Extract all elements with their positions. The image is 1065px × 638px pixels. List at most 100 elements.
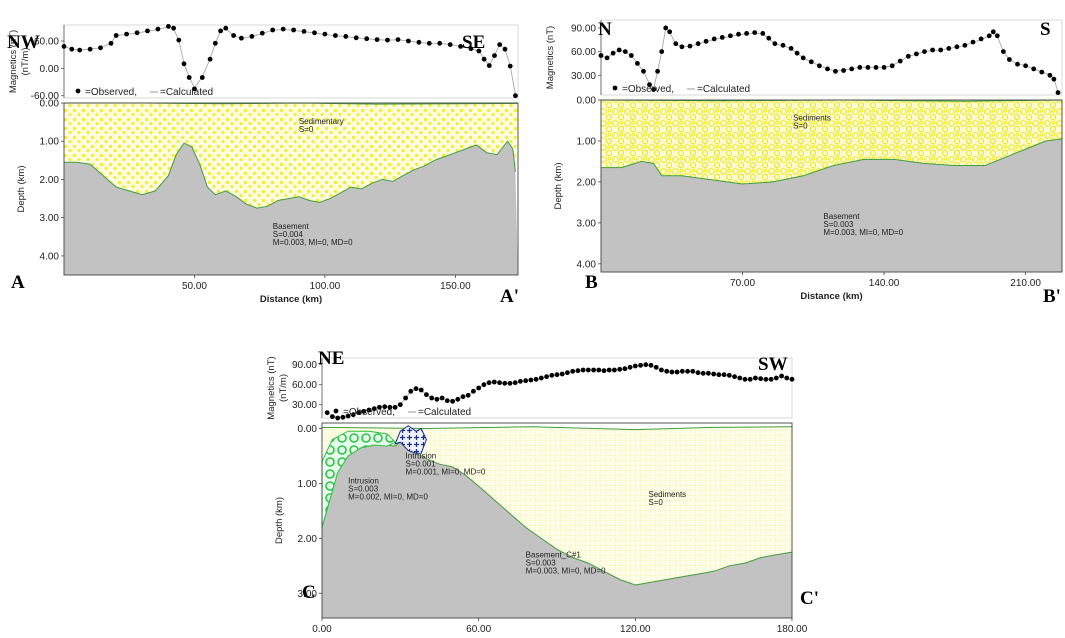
observed-point — [616, 47, 622, 53]
depth-tick-label: 0.00 — [298, 424, 318, 435]
observed-point — [641, 68, 646, 74]
observed-point — [773, 375, 779, 381]
mag-frame — [63, 24, 519, 99]
observed-point — [507, 380, 513, 386]
observed-point — [596, 367, 602, 373]
observed-point — [978, 36, 984, 42]
observed-point — [674, 369, 680, 375]
observed-point — [752, 30, 758, 35]
observed-point — [570, 368, 576, 374]
distance-tick-label: 120.00 — [620, 624, 651, 635]
body-susceptibility: S=0 — [793, 121, 808, 130]
body-params: M=0.002, MI=0, MD=0 — [348, 492, 428, 501]
mag-frame — [600, 19, 1063, 96]
mag-ylabel: Magnetics (nT) — [266, 356, 277, 419]
observed-point — [186, 75, 192, 80]
observed-point — [728, 33, 733, 39]
observed-point — [439, 395, 445, 401]
observed-point — [523, 378, 529, 384]
basement-boundary — [601, 138, 1063, 185]
mag-tick-label: 0.00 — [40, 64, 60, 75]
corner-label-top-left: NE — [318, 348, 344, 369]
observed-point — [77, 47, 83, 53]
panel-c: 90.00 60.00 30.00 Magnetics (nT) (nT/m) =Obse… — [266, 348, 819, 638]
depth-tick-label: 1.00 — [298, 479, 318, 490]
observed-point — [779, 373, 784, 379]
observed-point — [492, 53, 497, 58]
observed-point — [622, 49, 628, 54]
depth-tick-label: 2.00 — [577, 177, 597, 188]
observed-point — [366, 407, 372, 413]
observed-point — [455, 396, 461, 402]
observed-point — [700, 370, 706, 376]
depth-tick-label: 3.00 — [40, 213, 60, 224]
observed-point — [69, 46, 75, 52]
observed-point — [833, 68, 838, 74]
observed-point — [280, 26, 286, 32]
observed-point — [406, 38, 411, 44]
basement-body — [64, 141, 518, 275]
observed-point — [1001, 49, 1006, 54]
observed-point — [491, 379, 497, 385]
corner-label-top-left: N — [598, 19, 612, 40]
observed-point — [447, 42, 453, 47]
corner-label-bottom-left: B — [585, 272, 598, 293]
observed-point — [970, 39, 976, 45]
observed-point — [763, 376, 769, 382]
observed-point — [481, 382, 487, 388]
mag-tick-label: 60.00 — [571, 47, 596, 58]
observed-point — [513, 93, 518, 99]
observed-point — [98, 45, 103, 51]
mag-tick-label: 90.00 — [292, 360, 317, 371]
observed-point — [808, 59, 814, 65]
intrusion-green-body — [321, 430, 396, 528]
depth-tick-label: 1.00 — [577, 136, 597, 147]
mag-tick-label: 30.00 — [571, 71, 596, 82]
mag-ylabel: Magnetics (nT) — [8, 30, 19, 93]
observed-point — [450, 398, 455, 404]
observed-point — [726, 372, 732, 378]
observed-point — [711, 36, 717, 42]
observed-point — [113, 33, 119, 38]
observed-point — [627, 364, 633, 370]
observed-point — [946, 46, 952, 51]
observed-point — [87, 46, 93, 52]
distance-tick-label: 180.00 — [777, 624, 808, 635]
observed-point — [1047, 72, 1053, 78]
observed-point — [873, 65, 879, 70]
observed-point — [426, 40, 432, 46]
legend-calculated: =Calculated — [697, 84, 750, 95]
legend-observed: =Observed, — [85, 87, 137, 98]
observed-point — [559, 371, 565, 377]
observed-point — [962, 42, 968, 48]
distance-tick-label: 60.00 — [466, 624, 491, 635]
observed-point — [528, 377, 534, 383]
observed-point — [364, 36, 370, 42]
observed-point — [330, 414, 335, 420]
observed-point — [897, 58, 903, 64]
sediment-body — [322, 426, 792, 585]
mag-tick-label: 30.00 — [292, 400, 317, 411]
observed-point — [598, 53, 604, 58]
observed-point — [794, 50, 800, 56]
observed-point — [1039, 69, 1045, 75]
legend-observed-marker — [333, 408, 339, 414]
observed-point — [408, 388, 414, 394]
observed-point — [747, 376, 753, 382]
body-susceptibility: S=0 — [299, 125, 314, 134]
observed-point — [176, 37, 182, 43]
observed-point — [585, 367, 591, 373]
observed-point — [580, 367, 586, 373]
observed-point — [938, 47, 944, 53]
observed-point — [554, 372, 560, 378]
observed-point — [387, 404, 393, 410]
depth-ylabel: Depth (km) — [274, 497, 285, 544]
observed-point — [711, 371, 717, 377]
observed-point — [994, 33, 1000, 39]
basement-body — [322, 442, 792, 618]
distance-tick-label: 150.00 — [440, 281, 471, 292]
depth-frame — [600, 99, 1063, 273]
observed-point — [145, 28, 150, 34]
